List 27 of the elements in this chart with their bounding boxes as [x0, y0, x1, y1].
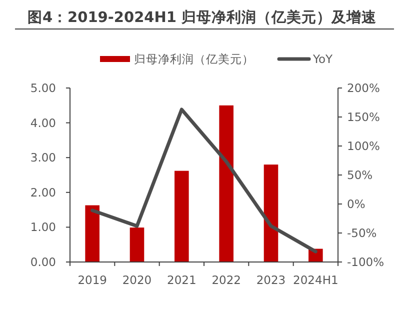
y-tick-label: 0.00	[30, 255, 56, 269]
legend-label: YoY	[312, 52, 334, 66]
y2-tick-label: 100%	[347, 139, 380, 153]
y-tick-label: 5.00	[30, 81, 56, 95]
y2-tick-label: -50%	[347, 226, 377, 240]
bar	[85, 205, 100, 262]
bar	[264, 164, 278, 262]
x-tick-label: 2024H1	[293, 273, 338, 287]
x-tick-label: 2023	[256, 273, 286, 287]
y-tick-label: 3.00	[30, 150, 56, 165]
y-tick-label: 4.00	[30, 116, 56, 130]
y2-tick-label: 0%	[347, 197, 366, 211]
y-tick-label: 2.00	[30, 185, 56, 200]
y2-tick-label: -100%	[347, 255, 384, 269]
y2-tick-label: 200%	[347, 81, 380, 95]
y2-tick-label: 50%	[347, 168, 373, 182]
y-tick-label: 1.00	[30, 220, 56, 234]
y2-tick-label: 150%	[347, 110, 380, 124]
chart-title: 图4：2019-2024H1 归母净利润（亿美元）及增速	[27, 8, 378, 26]
x-tick-label: 2019	[78, 273, 107, 287]
x-tick-label: 2022	[212, 273, 241, 287]
bar	[130, 228, 144, 262]
legend-label: 归母净利润（亿美元）	[134, 52, 254, 66]
bar	[174, 170, 189, 262]
x-tick-label: 2021	[167, 273, 196, 287]
bar	[219, 105, 234, 262]
x-tick-label: 2020	[122, 273, 152, 287]
